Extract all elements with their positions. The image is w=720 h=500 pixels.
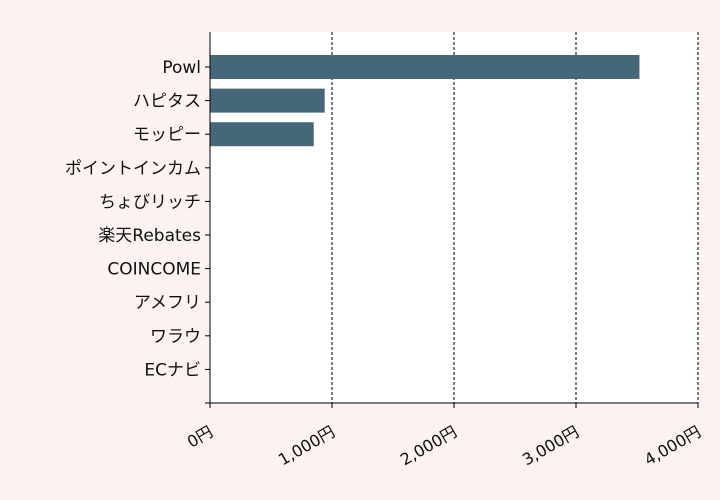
category-label: ECナビ bbox=[144, 360, 201, 380]
x-tick-label: 0円 bbox=[184, 422, 216, 452]
bar bbox=[210, 55, 640, 79]
grid-lines bbox=[331, 32, 699, 403]
x-tick-labels: 0円 1,000円 2,000円 3,000円 4,000円 bbox=[184, 422, 704, 469]
x-tick-label: 2,000円 bbox=[397, 422, 460, 469]
category-label: ワラウ bbox=[150, 327, 201, 347]
category-label: COINCOME bbox=[107, 260, 201, 280]
axes bbox=[205, 32, 699, 408]
category-label: 楽天Rebates bbox=[98, 226, 201, 246]
category-label: アメフリ bbox=[134, 293, 201, 313]
x-tick-label: 4,000円 bbox=[641, 422, 704, 469]
category-label: ちょびリッチ bbox=[99, 192, 201, 212]
x-tick-label: 1,000円 bbox=[275, 422, 338, 469]
category-label: ポイントインカム bbox=[65, 159, 201, 179]
bar bbox=[210, 122, 314, 147]
x-tick-label: 3,000円 bbox=[519, 422, 582, 469]
category-label: モッピー bbox=[133, 125, 201, 145]
category-label: Powl bbox=[162, 58, 201, 78]
category-label: ハピタス bbox=[133, 92, 201, 112]
bars bbox=[210, 55, 640, 147]
bar bbox=[210, 88, 325, 113]
